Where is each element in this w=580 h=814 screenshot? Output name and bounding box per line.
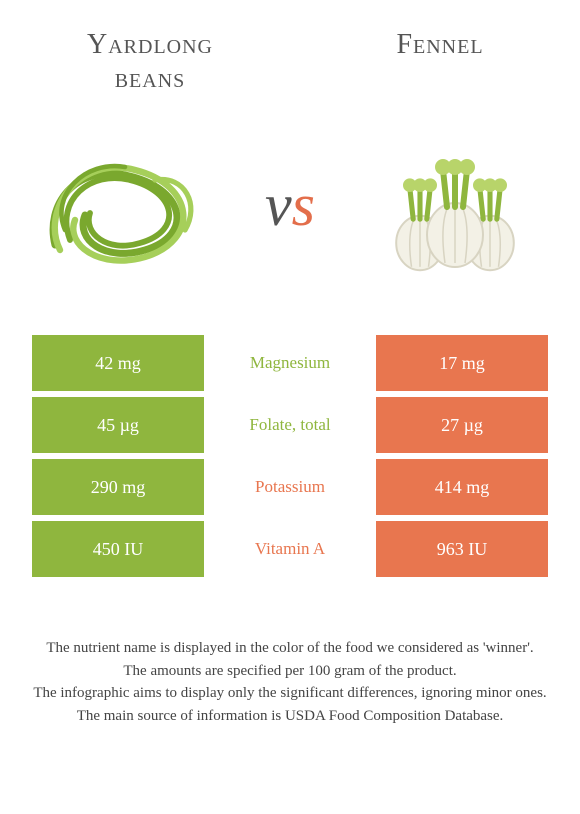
table-row: 42 mgMagnesium17 mg: [32, 335, 548, 391]
comparison-infographic: Yardlong beans Fennel vs 42 mgMagnesium1…: [0, 0, 580, 814]
footer-line: The amounts are specified per 100 gram o…: [30, 660, 550, 683]
nutrient-label: Folate, total: [204, 397, 376, 453]
value-right: 17 mg: [376, 335, 548, 391]
fennel-icon: [365, 125, 545, 285]
value-right: 963 IU: [376, 521, 548, 577]
value-left: 290 mg: [32, 459, 204, 515]
footer-line: The nutrient name is displayed in the co…: [30, 637, 550, 660]
footer-line: The infographic aims to display only the…: [30, 682, 550, 705]
title-right: Fennel: [350, 28, 530, 95]
value-left: 450 IU: [32, 521, 204, 577]
nutrient-table: 42 mgMagnesium17 mg 45 µgFolate, total27 …: [32, 335, 548, 577]
vs-s: s: [292, 172, 315, 238]
nutrient-label: Magnesium: [204, 335, 376, 391]
vs-label: vs: [265, 171, 315, 240]
table-row: 45 µgFolate, total27 µg: [32, 397, 548, 453]
footer-line: The main source of information is USDA F…: [30, 705, 550, 728]
titles-row: Yardlong beans Fennel: [0, 0, 580, 95]
table-row: 290 mgPotassium414 mg: [32, 459, 548, 515]
nutrient-label: Potassium: [204, 459, 376, 515]
value-right: 414 mg: [376, 459, 548, 515]
value-left: 45 µg: [32, 397, 204, 453]
vs-v: v: [265, 172, 292, 238]
nutrient-label: Vitamin A: [204, 521, 376, 577]
images-row: vs: [0, 95, 580, 325]
title-left: Yardlong beans: [50, 28, 250, 95]
yardlong-beans-icon: [35, 125, 215, 285]
value-right: 27 µg: [376, 397, 548, 453]
table-row: 450 IUVitamin A963 IU: [32, 521, 548, 577]
footer-notes: The nutrient name is displayed in the co…: [30, 637, 550, 727]
value-left: 42 mg: [32, 335, 204, 391]
